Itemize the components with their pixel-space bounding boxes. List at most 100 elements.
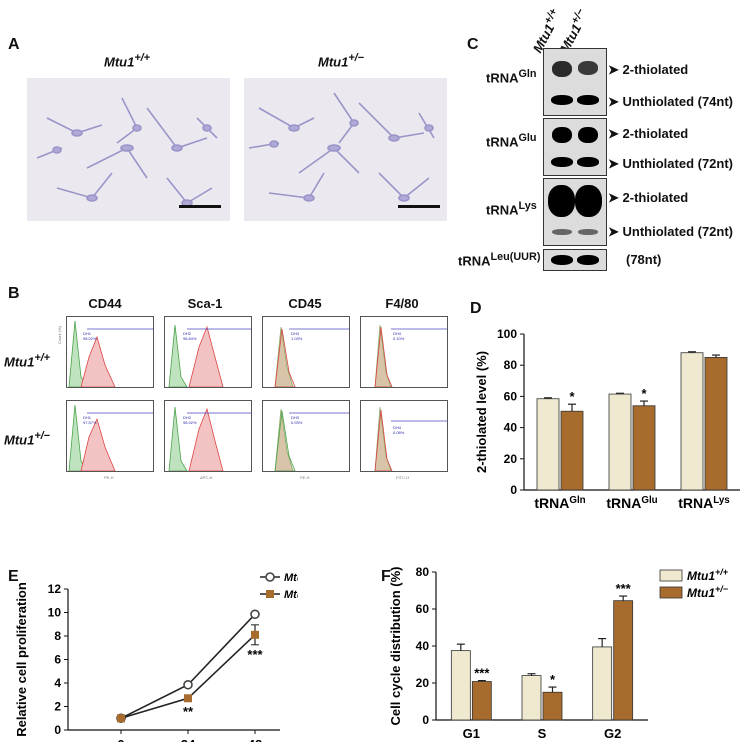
band-gln-het-lower [577,95,599,105]
bar-het [632,405,656,491]
band-gln-het-upper [578,61,598,75]
gate-cd44-wt: DH1 98.02% [83,331,97,341]
cells-illustration-wt [36,97,218,207]
leu-size-label: (78nt) [626,252,662,267]
lys-lower-label: ➤ Unthiolated (72nt) [608,224,734,239]
bar-het [613,600,634,721]
significance-mark: *** [616,581,632,596]
x-tick-label: 0 [117,737,124,742]
scale-bar-wt [179,205,221,208]
panel-e-label: E [8,568,19,585]
marker-cd44: CD44 [88,296,122,311]
marker-cd45: CD45 [288,296,322,311]
y-tick-label: 80 [416,565,430,579]
bar-het [560,410,584,491]
x-tick-label: 48 [248,737,262,742]
y-axis-title: Cell cycle distribution (%) [390,567,403,726]
y-axis-title: Relative cell proliferation [14,582,29,737]
significance-mark: *** [247,647,263,662]
bar-wt [521,675,542,721]
panel-d-label: D [470,300,482,317]
glu-upper-label: ➤ 2-thiolated [608,126,689,141]
y-tick-label: 60 [504,389,518,403]
bar-wt [680,352,704,491]
legend-marker-wt [265,572,275,582]
cells-illustration-het [248,92,435,202]
y-axis-title: 2-thiolated level (%) [474,351,489,473]
chart-d: 0 20 40 60 80 100 2-thiolated level (%) * tRNAGl… [474,327,740,511]
gate-sca1-wt: DH2 98.84% [183,331,197,341]
panel-a-title-het: Mtu1+/− [318,52,364,70]
scale-bar-het [398,205,440,208]
y-tick-label: 10 [48,606,62,620]
band-glu-het-upper [578,127,598,143]
gate-sca1-het: DH2 98.92% [183,415,197,425]
y-tick-label: 100 [497,327,517,341]
micrograph-het [244,78,447,221]
panel-c-label: C [467,36,479,53]
band-glu-het-lower [577,157,599,167]
blot-leu [543,249,607,271]
significance-mark: * [641,386,647,401]
legend-marker-het [266,590,274,598]
blot-gln [543,48,607,116]
y-tick-label: 20 [504,452,518,466]
band-leu-wt [551,255,573,265]
point-het [251,630,259,639]
label-trna-gln: tRNAGln [486,68,537,86]
gate-f480-het: DH4 0.08% [393,425,405,435]
row-label-wt: Mtu1+/+ [4,352,50,370]
facs-f480-wt: DH4 0.10% [360,316,448,388]
category-label: tRNAGln [534,495,585,511]
y-tick-label: 40 [416,639,430,653]
facs-sca1-wt: DH2 98.84% [164,316,252,388]
legend-swatch-het [659,586,683,599]
chart-f: 0 20 40 60 80 Cell cycle distribution (%) *** G… [390,565,729,741]
point-wt [183,679,193,690]
significance-mark: * [569,389,575,404]
legend-label-het: Mtu1+/− [284,587,298,601]
lys-upper-label: ➤ 2-thiolated [608,190,689,205]
bar-wt [536,398,560,491]
category-label: G2 [604,726,621,741]
y-tick-label: 12 [48,582,62,596]
category-label: tRNAGlu [606,495,657,511]
glu-lower-label: ➤ Unthiolated (72nt) [608,156,734,171]
xaxis-cd44: PE-H [104,475,114,480]
point-het [184,694,192,703]
bar-wt [592,646,613,721]
y-tick-label: 2 [54,700,61,714]
band-lys-wt-upper [548,185,575,217]
gln-lower-label: ➤ Unthiolated (74nt) [608,94,734,109]
bar-het [471,681,492,721]
panel-f-label: F [381,568,391,585]
band-lys-het-lower [578,229,598,235]
point-wt [250,609,260,620]
x-tick-label: 24 [181,737,196,742]
legend-label-wt: Mtu1+/+ [687,567,729,583]
chart-e: 02468101202448Relative cell proliferatio… [14,570,298,742]
xaxis-f480: FITC-H [396,475,410,480]
bar-het [542,691,563,721]
xaxis-cd45: PE-H [300,475,310,480]
y-tick-label: 4 [54,676,61,690]
gate-f480-wt: DH4 0.10% [393,331,405,341]
y-tick-label: 0 [422,713,429,727]
panel-a-title-wt: Mtu1+/+ [104,52,150,70]
label-trna-lys: tRNALys [486,200,537,218]
category-label: S [538,726,547,741]
gln-upper-label: ➤ 2-thiolated [608,62,689,77]
gate-cd44-het: DH1 97.57% [83,415,97,425]
yaxis-count: Count (%) [57,325,62,344]
bar-het [704,357,728,491]
facs-cd44-wt: DH1 98.02% [66,316,154,388]
category-label: G1 [463,726,480,741]
legend-label-wt: Mtu1+/+ [284,570,298,584]
significance-mark: * [550,672,556,687]
panel-b-label: B [8,285,20,302]
gate-cd45-het: DH3 0.93% [291,415,303,425]
y-tick-label: 40 [504,421,518,435]
facs-cd45-het: DH3 0.93% [262,400,350,472]
row-label-het: Mtu1+/− [4,430,50,448]
gate-cd45-wt: DH3 1.03% [291,331,303,341]
